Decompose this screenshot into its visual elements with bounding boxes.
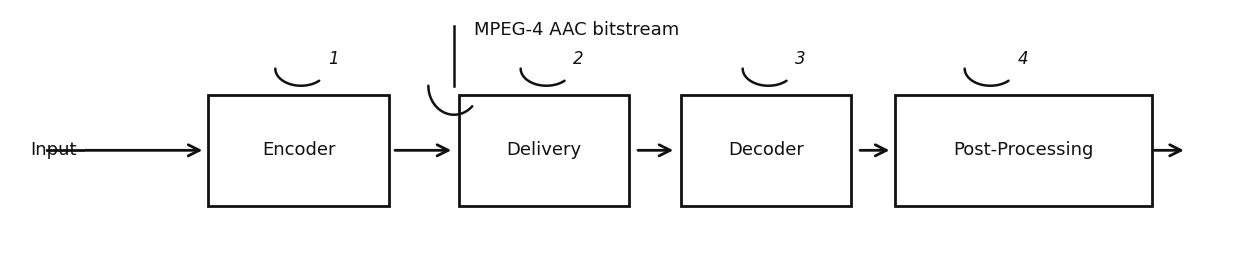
Bar bbox=[459, 95, 629, 206]
Text: MPEG-4 AAC bitstream: MPEG-4 AAC bitstream bbox=[474, 21, 680, 39]
Bar bbox=[208, 95, 389, 206]
Text: 2: 2 bbox=[573, 50, 584, 68]
Bar bbox=[894, 95, 1152, 206]
Text: Delivery: Delivery bbox=[506, 141, 582, 159]
Text: Input: Input bbox=[30, 141, 77, 159]
Text: Decoder: Decoder bbox=[728, 141, 804, 159]
Text: Post-Processing: Post-Processing bbox=[952, 141, 1094, 159]
Bar bbox=[681, 95, 851, 206]
Text: 4: 4 bbox=[1017, 50, 1028, 68]
Text: 3: 3 bbox=[795, 50, 806, 68]
Text: 1: 1 bbox=[327, 50, 339, 68]
Text: Encoder: Encoder bbox=[262, 141, 336, 159]
